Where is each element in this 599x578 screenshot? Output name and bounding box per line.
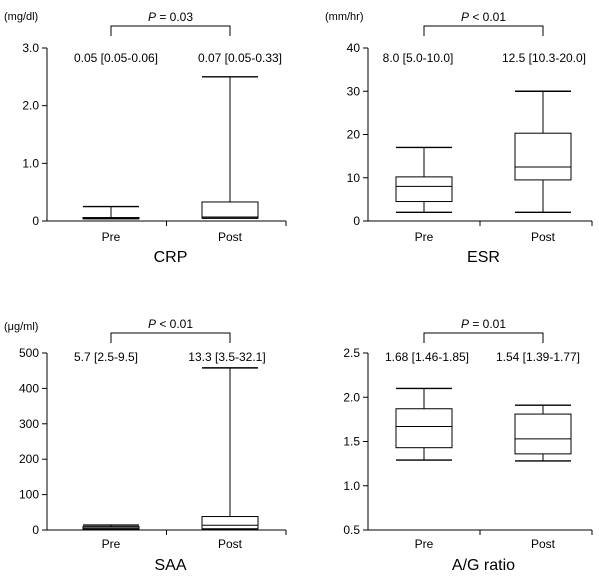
significance-bracket: [423, 332, 544, 343]
y-tick-label: 500: [19, 346, 39, 360]
box-iqr: [201, 516, 259, 530]
box-iqr: [201, 201, 259, 219]
boxplot-pre: [395, 146, 453, 214]
boxplot-post: [514, 404, 572, 462]
significance-bracket: [423, 25, 544, 36]
y-tick-label: 200: [19, 452, 39, 466]
significance-bracket: [110, 25, 231, 36]
category-label: Pre: [415, 230, 434, 244]
panel-title: A/G ratio: [452, 557, 515, 574]
category-label: Pre: [102, 230, 121, 244]
p-value-label: P = 0.03: [148, 10, 193, 24]
boxplot-post: [514, 90, 572, 214]
category-label: Post: [218, 230, 243, 244]
y-tick-label: 2.5: [343, 346, 360, 360]
y-tick-label: 0: [32, 523, 39, 537]
box-iqr: [395, 176, 453, 203]
box-iqr: [514, 413, 572, 455]
y-tick-label: 1.0: [343, 479, 360, 493]
summary-label: 13.3 [3.5-32.1]: [188, 350, 265, 364]
y-tick-label: 0.5: [343, 523, 360, 537]
summary-label: 0.05 [0.05-0.06]: [74, 51, 158, 65]
panel-a-g-ratio: 0.5 1.0 1.5 2.0 2.5 Pre Post A/G ratio P = 0.01 1…: [343, 317, 593, 574]
summary-label: 5.7 [2.5-9.5]: [74, 350, 138, 364]
y-tick-label: 20: [347, 128, 361, 142]
category-label: Pre: [415, 537, 434, 551]
panel-crp: 0 1.0 2.0 3.0 Pre Post CRP (mg/dl) P = 0.03 0.05 …: [4, 10, 287, 266]
summary-label: 8.0 [5.0-10.0]: [383, 51, 454, 65]
boxplot-pre: [82, 205, 140, 220]
box-iqr: [514, 132, 572, 181]
summary-label: 1.68 [1.46-1.85]: [385, 350, 469, 364]
y-tick-label: 100: [19, 488, 39, 502]
y-tick-label: 0: [32, 214, 39, 228]
panel-title: SAA: [154, 557, 186, 574]
panel-saa: 0 100 200 300 400 500 Pre Post SAA (μg/ml) P < 0.0…: [4, 317, 287, 574]
category-label: Post: [531, 230, 556, 244]
panel-title: CRP: [154, 249, 188, 266]
category-label: Post: [531, 537, 556, 551]
boxplot-pre: [395, 387, 453, 461]
boxplot-post: [201, 76, 259, 219]
y-tick-label: 40: [347, 41, 361, 55]
panel-esr: 0 10 20 30 40 Pre Post ESR (mm/hr) P < 0.01 8.0 [5…: [325, 10, 593, 266]
y-tick-label: 10: [347, 171, 361, 185]
box-iqr: [395, 408, 453, 449]
unit-label: (mm/hr): [325, 11, 364, 23]
boxplot-pre: [82, 524, 140, 531]
category-label: Pre: [102, 537, 121, 551]
y-tick-label: 300: [19, 417, 39, 431]
y-tick-label: 30: [347, 84, 361, 98]
p-value-label: P < 0.01: [461, 10, 506, 24]
y-tick-label: 2.0: [22, 99, 39, 113]
y-tick-label: 1.5: [343, 435, 360, 449]
category-label: Post: [218, 537, 243, 551]
summary-label: 0.07 [0.05-0.33]: [198, 51, 282, 65]
summary-label: 12.5 [10.3-20.0]: [502, 51, 586, 65]
significance-bracket: [110, 332, 231, 343]
p-value-label: P = 0.01: [461, 317, 506, 331]
p-value-label: P < 0.01: [148, 317, 193, 331]
y-tick-label: 1.0: [22, 156, 39, 170]
y-tick-label: 0: [353, 214, 360, 228]
y-tick-label: 2.0: [343, 390, 360, 404]
y-tick-label: 400: [19, 381, 39, 395]
unit-label: (mg/dl): [4, 11, 38, 23]
panel-title: ESR: [467, 249, 500, 266]
unit-label: (μg/ml): [4, 321, 38, 333]
boxplot-post: [201, 367, 259, 531]
y-tick-label: 3.0: [22, 41, 39, 55]
summary-label: 1.54 [1.39-1.77]: [496, 350, 580, 364]
